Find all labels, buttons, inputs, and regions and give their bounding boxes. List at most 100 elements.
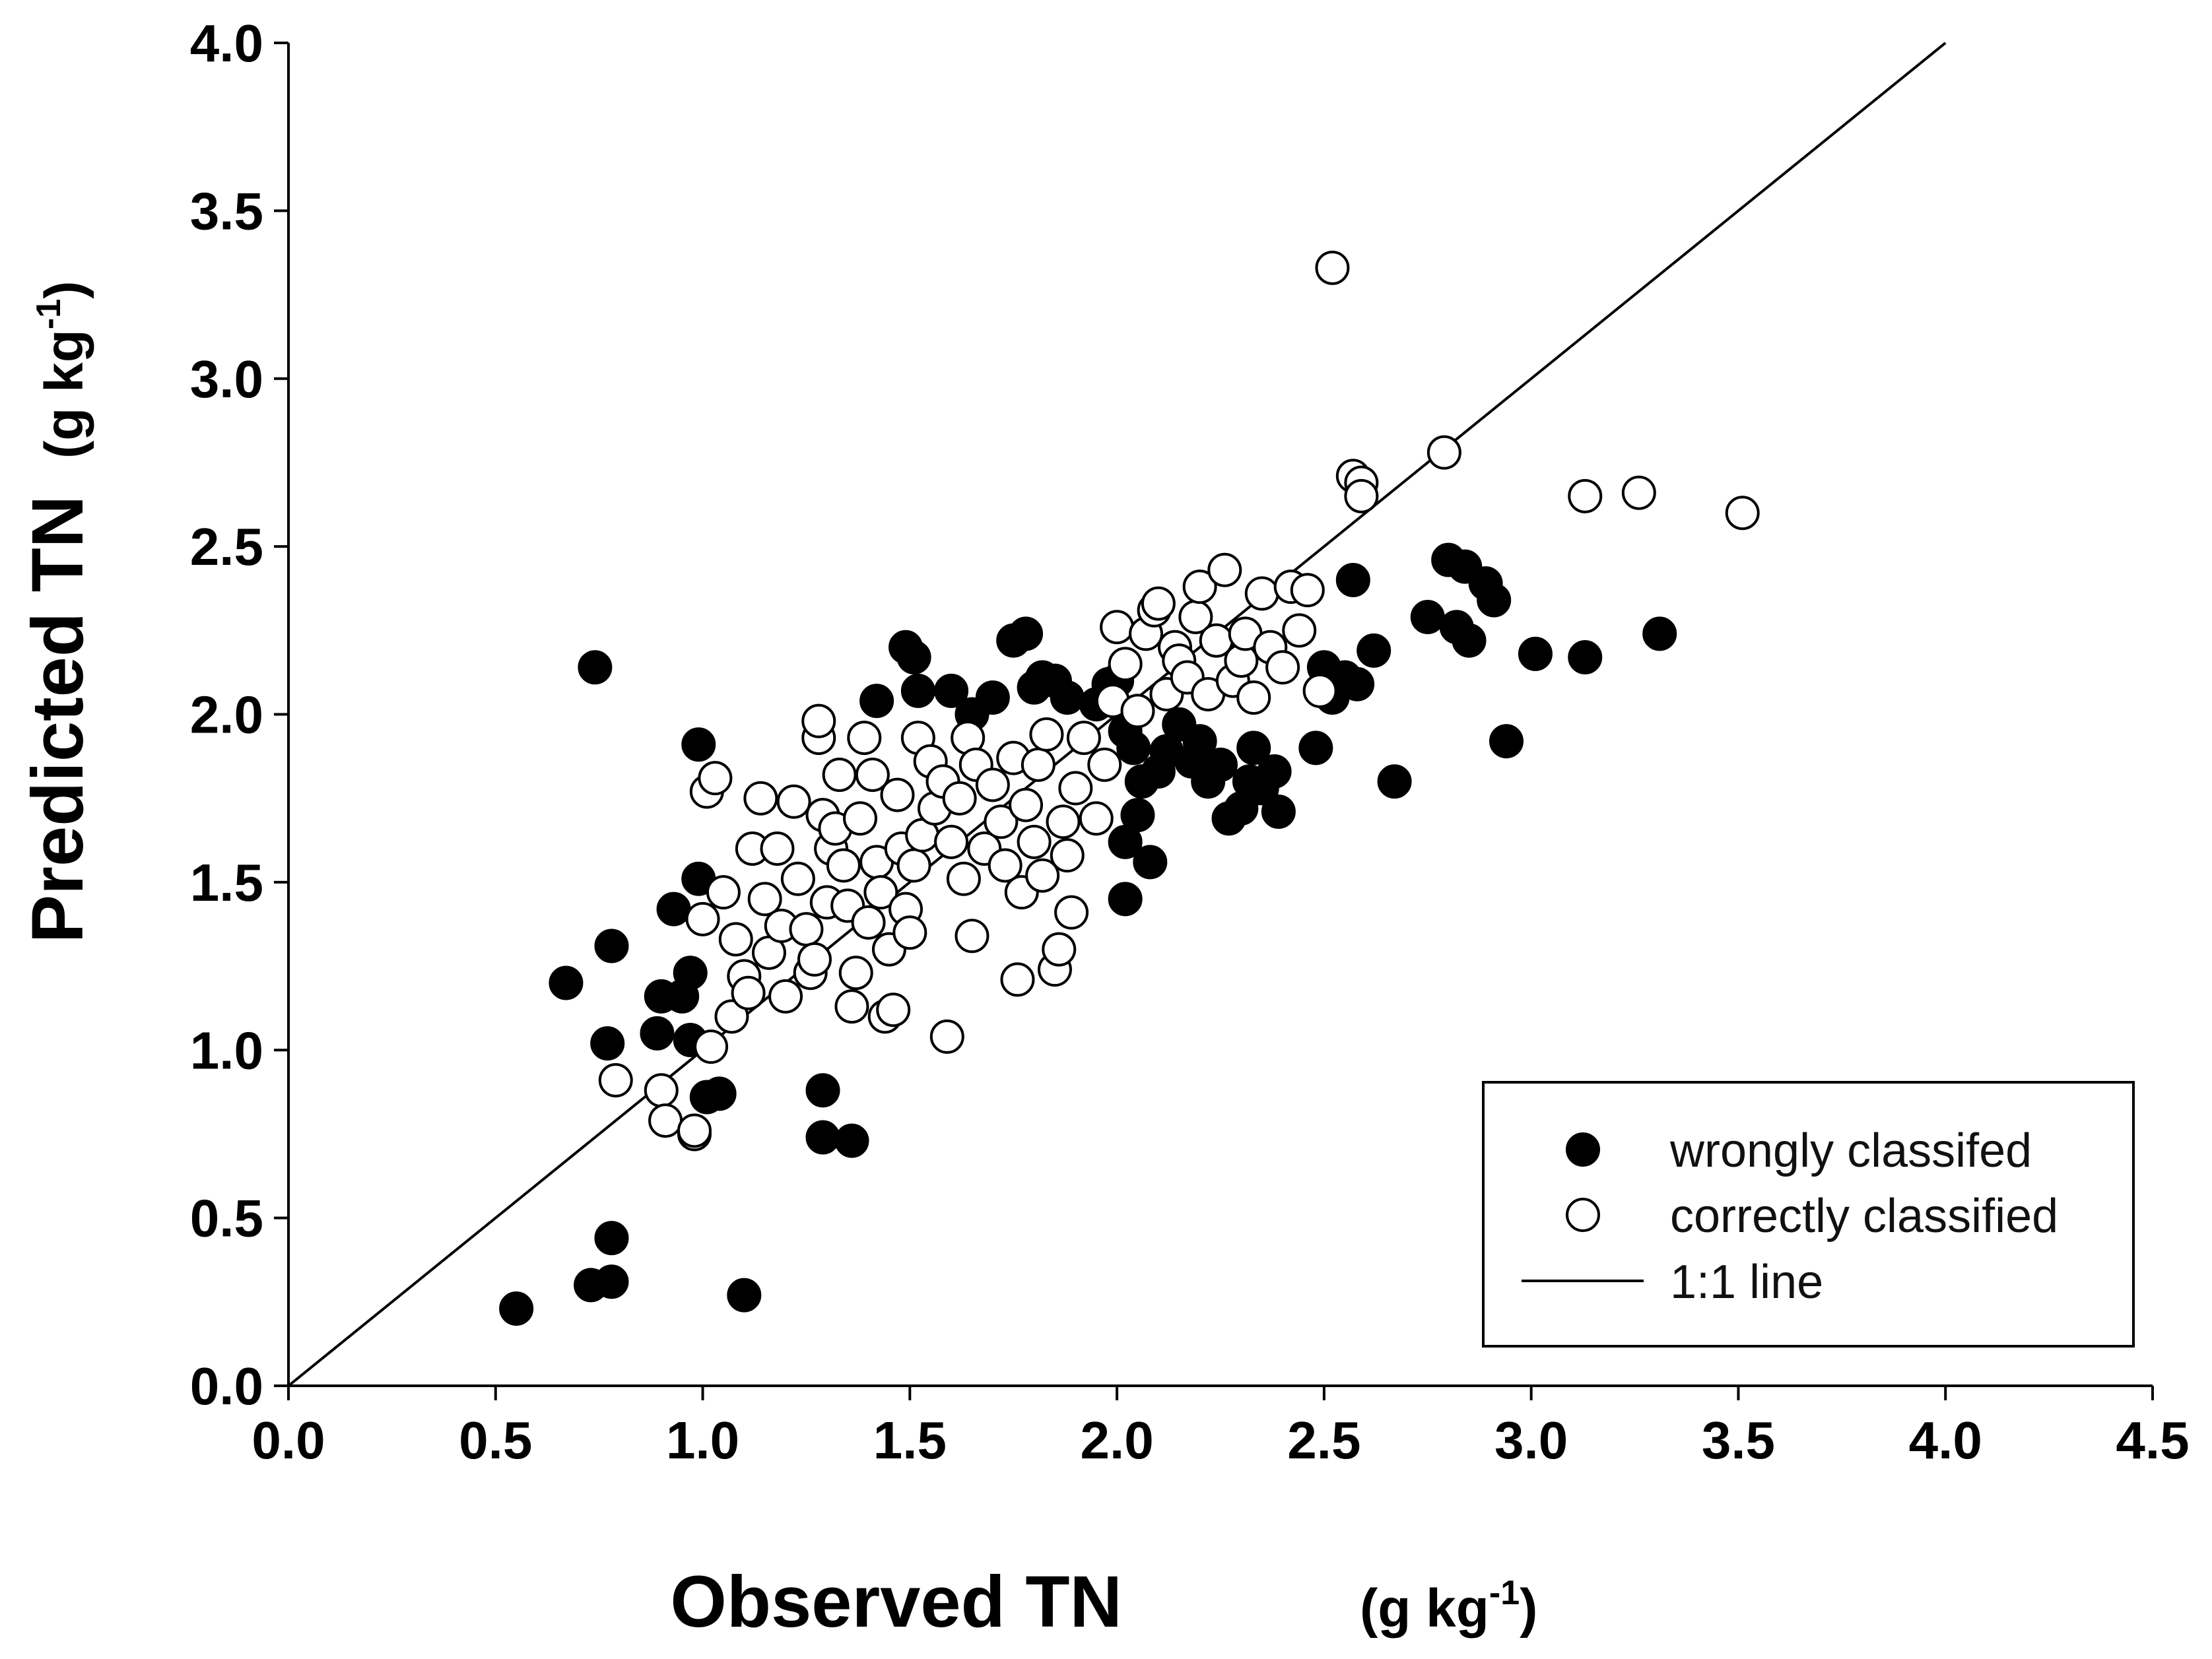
point-wrongly-classified (1340, 667, 1375, 701)
series-wrongly-classified (499, 542, 1677, 1326)
y-axis-unit: (g kg-1) (30, 281, 94, 459)
point-correctly-classified (780, 861, 815, 896)
point-wrongly-classified (805, 1120, 840, 1155)
x-tick-label: 3.5 (1702, 1411, 1775, 1470)
point-correctly-classified (834, 989, 869, 1024)
point-correctly-classified (1725, 496, 1760, 531)
legend-label-line: 1:1 line (1670, 1256, 1823, 1309)
legend-label-wrongly: wrongly classifed (1669, 1124, 2032, 1177)
x-tick-label: 0.5 (459, 1411, 532, 1470)
point-correctly-classified (598, 1063, 633, 1098)
point-correctly-classified (1100, 610, 1135, 645)
point-wrongly-classified (594, 1221, 629, 1256)
point-correctly-classified (975, 767, 1010, 802)
y-tick-label: 3.5 (190, 181, 263, 240)
y-ticks: 0.0 0.5 1.0 1.5 2.0 2.5 3.0 3.5 4.0 (190, 14, 288, 1415)
x-tick-label: 2.0 (1081, 1411, 1154, 1470)
point-correctly-classified (768, 979, 803, 1014)
legend-marker-correctly (1566, 1198, 1600, 1232)
point-wrongly-classified (1477, 583, 1512, 618)
point-correctly-classified (896, 848, 931, 883)
point-wrongly-classified (1133, 845, 1168, 880)
y-axis-title-group: Predicted TN (g kg-1) (17, 281, 98, 944)
point-correctly-classified (677, 1113, 712, 1148)
point-wrongly-classified (727, 1278, 762, 1313)
x-tick-label: 1.0 (666, 1411, 739, 1470)
point-wrongly-classified (1261, 795, 1296, 830)
point-correctly-classified (1050, 838, 1085, 873)
point-correctly-classified (760, 831, 795, 866)
point-correctly-classified (955, 919, 989, 954)
y-tick-label: 0.0 (190, 1357, 263, 1415)
x-tick-label: 4.0 (1909, 1411, 1982, 1470)
point-wrongly-classified (896, 640, 931, 675)
point-wrongly-classified (1335, 563, 1370, 597)
point-correctly-classified (731, 975, 766, 1010)
point-correctly-classified (876, 992, 911, 1027)
point-wrongly-classified (1009, 616, 1044, 651)
x-ticks: 0.0 0.5 1.0 1.5 2.0 2.5 3.0 3.5 4.0 4.5 (251, 1386, 2190, 1470)
point-correctly-classified (843, 801, 878, 836)
point-correctly-classified (1315, 250, 1350, 285)
point-wrongly-classified (499, 1291, 534, 1326)
point-correctly-classified (1046, 804, 1081, 839)
point-wrongly-classified (1357, 633, 1391, 668)
point-wrongly-classified (656, 892, 691, 927)
point-correctly-classified (747, 882, 782, 917)
point-correctly-classified (1054, 895, 1089, 930)
point-wrongly-classified (934, 673, 969, 708)
y-tick-label: 2.0 (190, 686, 263, 744)
point-correctly-classified (855, 758, 890, 793)
y-unit-exponent: -1 (30, 299, 68, 329)
y-tick-label: 2.5 (190, 517, 263, 576)
point-wrongly-classified (681, 727, 716, 762)
point-wrongly-classified (1298, 731, 1333, 765)
point-wrongly-classified (1120, 798, 1155, 833)
y-tick-label: 1.5 (190, 853, 263, 912)
point-correctly-classified (1621, 475, 1656, 510)
point-correctly-classified (863, 875, 898, 910)
x-axis-title: Observed TN (670, 1561, 1122, 1643)
point-wrongly-classified (640, 1016, 675, 1051)
x-tick-label: 3.0 (1494, 1411, 1568, 1470)
point-correctly-classified (694, 1029, 729, 1064)
point-correctly-classified (1017, 824, 1052, 859)
point-wrongly-classified (549, 965, 584, 1000)
y-tick-label: 3.0 (190, 350, 263, 408)
point-wrongly-classified (1489, 724, 1524, 759)
y-tick-label: 0.5 (190, 1189, 263, 1248)
point-correctly-classified (1029, 717, 1064, 752)
point-correctly-classified (1244, 576, 1279, 611)
point-wrongly-classified (975, 680, 1010, 715)
point-correctly-classified (789, 912, 824, 947)
point-correctly-classified (1000, 962, 1035, 997)
point-wrongly-classified (673, 956, 708, 991)
point-correctly-classified (1042, 932, 1077, 967)
x-tick-label: 4.5 (2116, 1411, 2189, 1470)
series-correctly-classified (598, 250, 1760, 1152)
point-wrongly-classified (859, 684, 894, 719)
point-correctly-classified (1282, 613, 1317, 648)
x-tick-label: 2.5 (1287, 1411, 1360, 1470)
point-correctly-classified (648, 1103, 683, 1138)
legend-marker-wrongly (1566, 1132, 1600, 1167)
point-correctly-classified (1025, 858, 1060, 893)
y-axis-title: Predicted TN (17, 496, 98, 943)
point-correctly-classified (1021, 747, 1056, 782)
point-wrongly-classified (1642, 616, 1677, 651)
point-correctly-classified (880, 777, 915, 812)
y-tick-label: 1.0 (190, 1021, 263, 1080)
legend-label-correctly: correctly classified (1670, 1190, 2058, 1243)
point-correctly-classified (714, 999, 749, 1034)
point-correctly-classified (718, 922, 753, 957)
point-wrongly-classified (1108, 882, 1143, 917)
point-wrongly-classified (834, 1123, 869, 1158)
point-correctly-classified (1344, 478, 1379, 513)
point-correctly-classified (1265, 650, 1300, 685)
point-wrongly-classified (1182, 724, 1217, 759)
x-axis-unit: (g kg-1) (1360, 1574, 1537, 1639)
point-wrongly-classified (590, 1026, 625, 1061)
point-wrongly-classified (1236, 731, 1271, 765)
point-wrongly-classified (1518, 636, 1553, 671)
point-correctly-classified (1568, 478, 1603, 513)
